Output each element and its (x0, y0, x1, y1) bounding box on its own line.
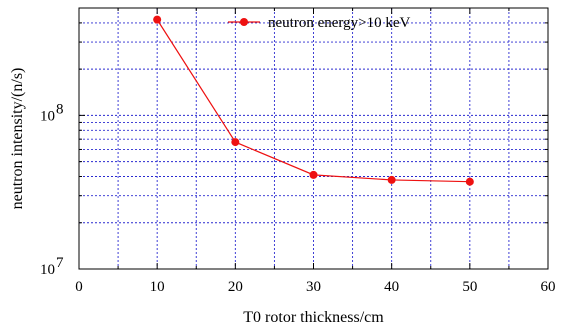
legend: neutron energy>10 keV (228, 15, 410, 31)
x-tick-label: 50 (462, 279, 477, 295)
data-point (153, 15, 162, 24)
x-tick-label: 40 (384, 279, 399, 295)
x-tick-label: 10 (150, 279, 165, 295)
y-axis-label: neutron intensity/(n/s) (9, 68, 26, 210)
legend-marker (240, 18, 248, 26)
y-tick-label: 10 (40, 262, 55, 278)
legend-label: neutron energy>10 keV (268, 15, 410, 31)
x-tick-label: 60 (541, 279, 556, 295)
y-tick-exponent: 8 (56, 101, 64, 117)
x-tick-label: 30 (306, 279, 321, 295)
x-tick-label: 20 (228, 279, 243, 295)
x-tick-labels: 0 10 20 30 40 50 60 (75, 279, 555, 295)
series (153, 15, 474, 186)
x-tick-label: 0 (75, 279, 83, 295)
x-axis-label: T0 rotor thickness/cm (243, 309, 384, 326)
grid (79, 8, 548, 269)
data-point (387, 175, 396, 184)
data-point (231, 138, 240, 147)
y-tick-label: 10 (40, 108, 55, 124)
axis-ticks (78, 8, 549, 269)
data-point (465, 177, 474, 186)
data-point (309, 170, 318, 179)
y-tick-exponent: 7 (56, 255, 64, 271)
